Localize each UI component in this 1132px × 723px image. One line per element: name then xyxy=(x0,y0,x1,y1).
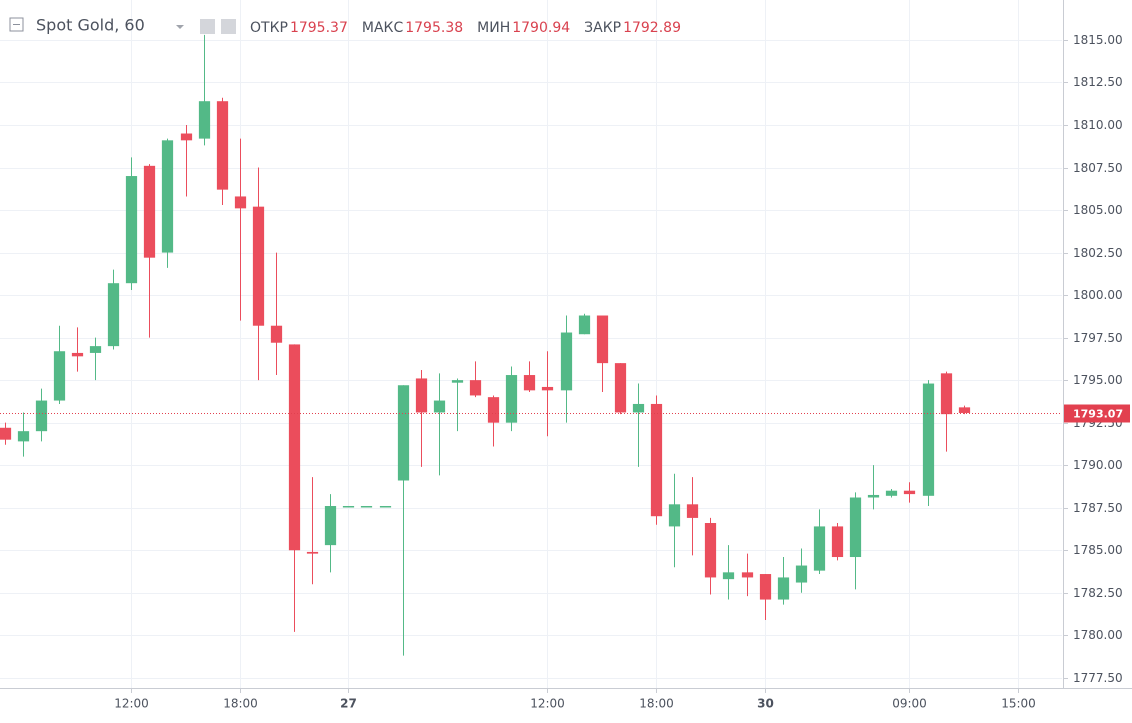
candle-body xyxy=(722,572,735,580)
ohlc-value: 1792.89 xyxy=(623,20,681,36)
candle-body xyxy=(433,400,446,413)
candle-body xyxy=(342,506,355,508)
candle-body xyxy=(198,101,211,139)
y-tick-label: 1777.50 xyxy=(1073,671,1123,685)
candle-body xyxy=(922,383,935,496)
candle-body xyxy=(53,351,66,401)
ohlc-value: 1795.38 xyxy=(405,20,463,36)
candle-body xyxy=(777,577,790,600)
candle-body xyxy=(650,403,663,517)
candle-body xyxy=(903,490,916,495)
legend-header: Spot Gold, 60 ОТКР 1795.37 МАКС 1795.38 МИН 1… xyxy=(9,16,681,36)
y-tick-label: 1797.50 xyxy=(1073,331,1123,345)
candle-body xyxy=(614,363,627,413)
candle-body xyxy=(759,574,772,600)
ohlc-label: ЗАКР xyxy=(584,20,621,36)
ohlc-label: МАКС xyxy=(362,20,404,36)
candle-body xyxy=(71,352,84,357)
axes: 1777.50 1780.00 1782.50 1785.00 1787.50 1790.… xyxy=(114,33,1130,711)
candle-body xyxy=(560,332,573,391)
y-tick-label: 1790.00 xyxy=(1073,458,1123,472)
candle-body xyxy=(487,397,500,423)
candle-body xyxy=(288,344,301,551)
x-tick-label: 15:00 xyxy=(1001,697,1036,711)
candles xyxy=(0,34,1062,656)
candle-body xyxy=(849,497,862,558)
candle-body xyxy=(125,176,138,284)
x-tick-label: 12:00 xyxy=(114,697,149,711)
x-tick-label: 09:00 xyxy=(892,697,927,711)
y-tick-label: 1802.50 xyxy=(1073,246,1123,260)
last-price-box xyxy=(1064,404,1130,423)
candle-body xyxy=(234,196,247,209)
x-tick-label: 18:00 xyxy=(639,697,674,711)
y-tick-label: 1810.00 xyxy=(1073,118,1123,132)
ohlc-value: 1795.37 xyxy=(290,20,348,36)
candle-body xyxy=(940,373,953,415)
candle-body xyxy=(89,346,102,353)
ohlc-label: ОТКР xyxy=(250,20,288,36)
candle-body xyxy=(885,490,898,496)
candle-body xyxy=(704,523,717,578)
candle-body xyxy=(324,506,337,546)
candle-body xyxy=(686,504,699,518)
candle-body xyxy=(180,133,193,141)
x-tick-label: 30 xyxy=(757,697,774,711)
candle-body xyxy=(578,315,591,335)
y-tick-label: 1805.00 xyxy=(1073,203,1123,217)
y-tick-label: 1782.50 xyxy=(1073,586,1123,600)
candle-body xyxy=(17,431,30,442)
candle-body xyxy=(541,386,554,391)
candle-body xyxy=(306,551,319,554)
candle-body xyxy=(0,427,12,440)
candle-body xyxy=(270,325,283,343)
x-tick-label: 18:00 xyxy=(223,697,258,711)
y-tick-label: 1785.00 xyxy=(1073,543,1123,557)
candle-body xyxy=(668,504,681,527)
y-tick-label: 1800.00 xyxy=(1073,288,1123,302)
candle-body xyxy=(216,101,229,190)
candle-body xyxy=(469,380,482,396)
candle-body xyxy=(451,380,464,383)
candle-body xyxy=(741,572,754,578)
candle-body xyxy=(867,494,880,498)
candle-body xyxy=(107,283,120,347)
settings-icon[interactable] xyxy=(221,19,236,34)
candle-body xyxy=(35,400,48,432)
candle-body xyxy=(596,315,609,364)
candle-body xyxy=(813,526,826,571)
candle-body xyxy=(415,378,428,413)
candle-body xyxy=(161,140,174,253)
candle-body xyxy=(831,526,844,558)
dropdown-arrow[interactable] xyxy=(176,25,184,29)
y-tick-label: 1787.50 xyxy=(1073,501,1123,515)
chart-title: Spot Gold, 60 xyxy=(36,16,145,35)
x-tick-label: 12:00 xyxy=(530,697,565,711)
y-tick-label: 1815.00 xyxy=(1073,33,1123,47)
candle-body xyxy=(632,403,645,413)
candle-body xyxy=(523,375,536,391)
y-tick-label: 1780.00 xyxy=(1073,628,1123,642)
candle-body xyxy=(379,506,392,508)
ohlc-value: 1790.94 xyxy=(512,20,570,36)
y-tick-label: 1812.50 xyxy=(1073,75,1123,89)
last-price-label: 1793.07 xyxy=(1073,408,1123,421)
candle-body xyxy=(143,165,156,258)
candle-body xyxy=(505,375,518,423)
ohlc-label: МИН xyxy=(477,20,510,36)
candle-body xyxy=(795,565,808,583)
settings-icon[interactable] xyxy=(200,19,215,34)
y-tick-label: 1807.50 xyxy=(1073,161,1123,175)
candle-body xyxy=(958,407,971,413)
grid xyxy=(0,0,1062,688)
candle-body xyxy=(252,206,265,326)
candle-body xyxy=(360,506,373,508)
candle-body xyxy=(397,385,410,481)
y-tick-label: 1795.00 xyxy=(1073,373,1123,387)
x-tick-label: 27 xyxy=(340,697,357,711)
